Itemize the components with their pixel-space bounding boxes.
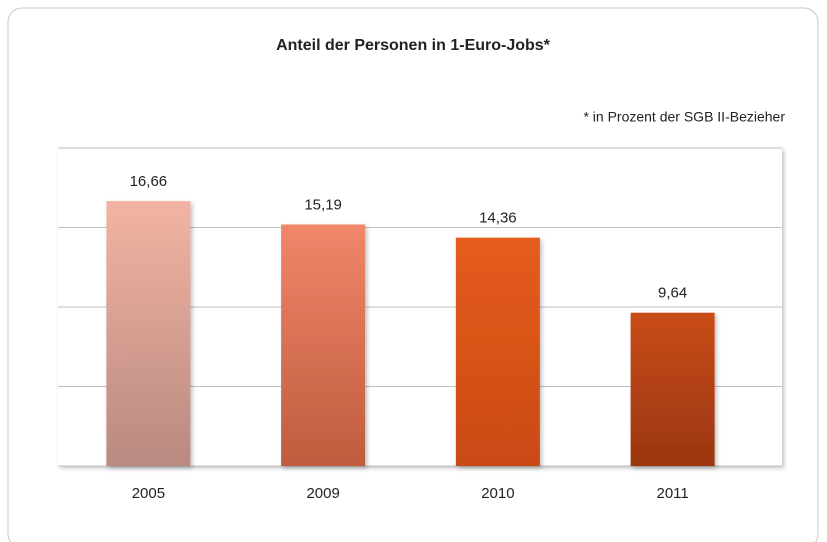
- x-tick-label: 2011: [656, 485, 688, 502]
- value-label: 16,66: [130, 173, 168, 190]
- value-label: 15,19: [304, 196, 342, 213]
- subtitle: * in Prozent der SGB II-Bezieher: [583, 109, 785, 125]
- chart-title: Anteil der Personen in 1-Euro-Jobs*: [276, 37, 551, 54]
- bar: [455, 237, 540, 466]
- bar: [106, 201, 191, 466]
- value-label: 14,36: [479, 210, 517, 227]
- x-tick-label: 2005: [132, 485, 165, 502]
- bar: [630, 312, 715, 466]
- bars: 16,66 15,19 14,36 9,64: [106, 173, 715, 466]
- x-tick-label: 2009: [306, 485, 339, 502]
- bar: [281, 224, 366, 466]
- x-tick-label: 2010: [481, 485, 514, 502]
- value-label: 9,64: [658, 285, 687, 302]
